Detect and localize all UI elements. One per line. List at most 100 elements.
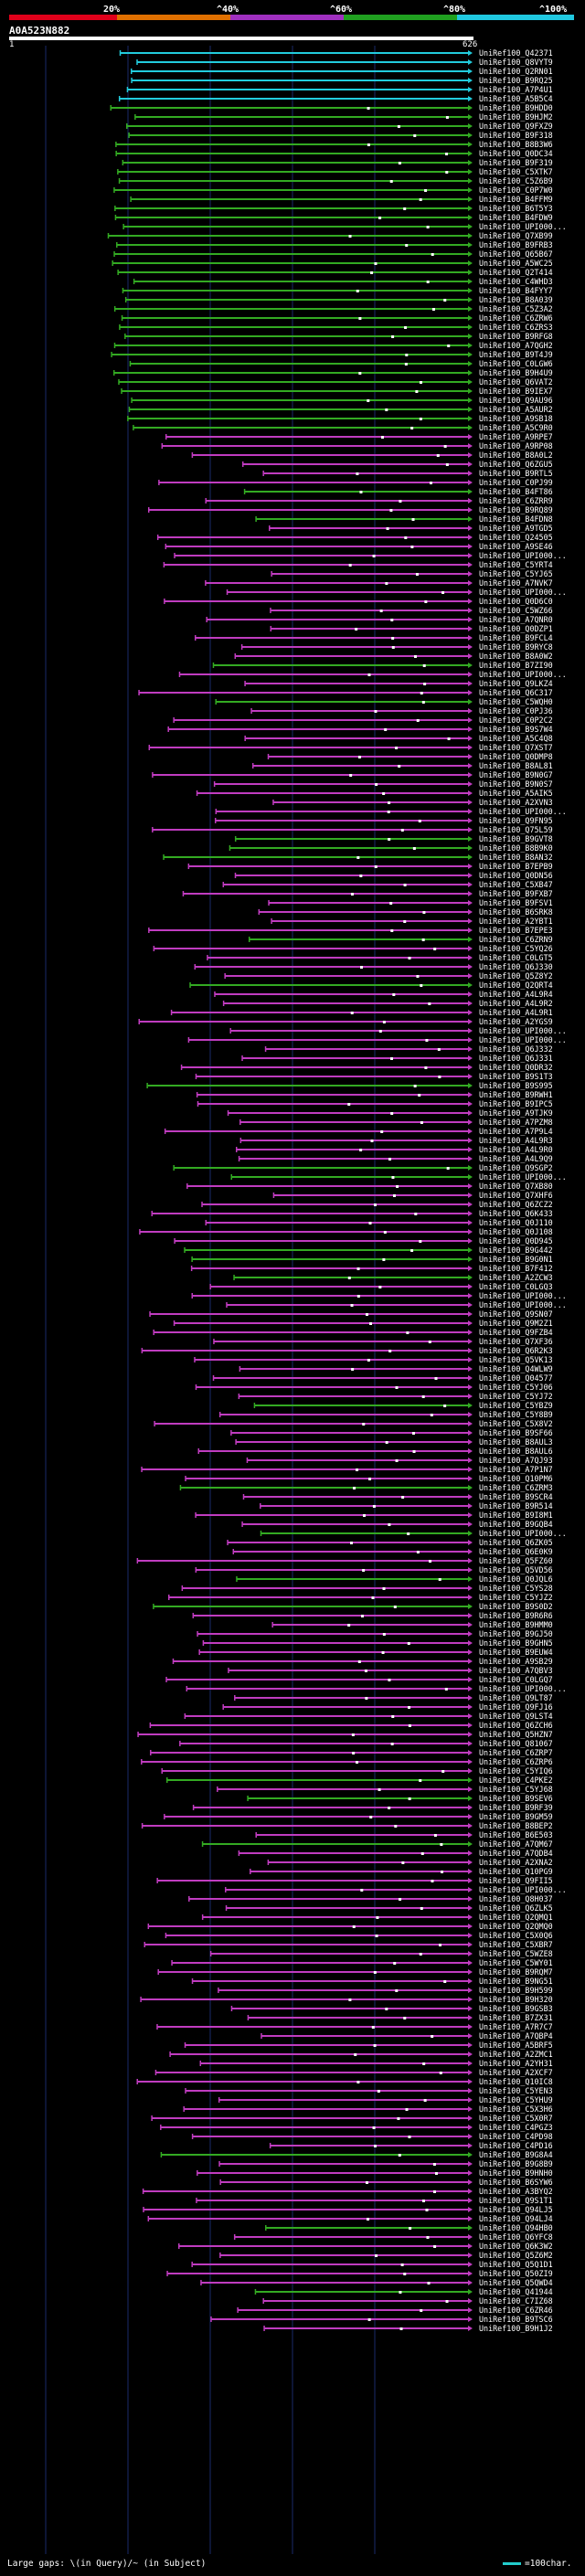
hit-label[interactable]: UniRef100_A2ZMC1	[479, 2050, 553, 2059]
hit-label[interactable]: UniRef100_Q6J330	[479, 962, 553, 971]
hit-label[interactable]: UniRef100_C6ZR46	[479, 2306, 553, 2315]
hit-label[interactable]: UniRef100_Q41944	[479, 2287, 553, 2296]
hit-label[interactable]: UniRef100_B4FYY7	[479, 286, 553, 295]
hit-label[interactable]: UniRef100_C5YS28	[479, 1584, 553, 1593]
hit-label[interactable]: UniRef100_C5WZ66	[479, 606, 553, 615]
hit-label[interactable]: UniRef100_B8A0L2	[479, 451, 553, 460]
hit-label[interactable]: UniRef100_B4FDN8	[479, 514, 553, 524]
hit-label[interactable]: UniRef100_C5YEN3	[479, 2086, 553, 2095]
hit-label[interactable]: UniRef100_B8A039	[479, 295, 553, 304]
hit-label[interactable]: UniRef100_Q65B67	[479, 249, 553, 259]
hit-label[interactable]: UniRef100_A5C9R0	[479, 423, 553, 432]
hit-label[interactable]: UniRef100_A9TJK9	[479, 1108, 553, 1118]
hit-label[interactable]: UniRef100_Q9LKZ4	[479, 679, 553, 688]
hit-label[interactable]: UniRef100_B9FRB3	[479, 240, 553, 249]
hit-label[interactable]: UniRef100_B9NG51	[479, 1977, 553, 1986]
hit-label[interactable]: UniRef100_B9IEX7	[479, 387, 553, 396]
hit-label[interactable]: UniRef100_C5X0R7	[479, 2114, 553, 2123]
hit-label[interactable]: UniRef100_UPI000...	[479, 1026, 567, 1035]
hit-label[interactable]: UniRef100_B9S7W4	[479, 725, 553, 734]
hit-label[interactable]: UniRef100_Q6J331	[479, 1054, 553, 1063]
hit-label[interactable]: UniRef100_Q10PG9	[479, 1867, 553, 1876]
hit-label[interactable]: UniRef100_A9SE46	[479, 542, 553, 551]
hit-label[interactable]: UniRef100_Q8H037	[479, 1894, 553, 1903]
hit-label[interactable]: UniRef100_UPI000...	[479, 222, 567, 231]
hit-label[interactable]: UniRef100_Q7XF36	[479, 1337, 553, 1346]
hit-label[interactable]: UniRef100_C5Z3A2	[479, 304, 553, 313]
hit-label[interactable]: UniRef100_B9EUW4	[479, 1648, 553, 1657]
hit-label[interactable]: UniRef100_B8B9K0	[479, 843, 553, 853]
hit-label[interactable]: UniRef100_B9G8A4	[479, 2150, 553, 2159]
hit-label[interactable]: UniRef100_Q94LJ4	[479, 2214, 553, 2223]
hit-label[interactable]: UniRef100_C5X8V2	[479, 1419, 553, 1428]
hit-label[interactable]: UniRef100_C5YBZ9	[479, 1401, 553, 1410]
hit-label[interactable]: UniRef100_Q0DMP8	[479, 752, 553, 761]
hit-label[interactable]: UniRef100_UPI000...	[479, 1300, 567, 1309]
hit-label[interactable]: UniRef100_A5AUR2	[479, 405, 553, 414]
hit-label[interactable]: UniRef100_UPI000...	[479, 1684, 567, 1693]
hit-label[interactable]: UniRef100_B9SCR4	[479, 1492, 553, 1501]
hit-label[interactable]: UniRef100_Q6R2K3	[479, 1346, 553, 1355]
hit-label[interactable]: UniRef100_B9N0G7	[479, 770, 553, 779]
hit-label[interactable]: UniRef100_C5XB47	[479, 880, 553, 889]
hit-label[interactable]: UniRef100_C6ZRR9	[479, 496, 553, 505]
hit-label[interactable]: UniRef100_B9GHN5	[479, 1638, 553, 1648]
hit-label[interactable]: UniRef100_C7IZ68	[479, 2296, 553, 2306]
hit-label[interactable]: UniRef100_Q5HZN7	[479, 1730, 553, 1739]
hit-label[interactable]: UniRef100_C5X3H6	[479, 2104, 553, 2114]
hit-label[interactable]: UniRef100_Q0JQL6	[479, 1574, 553, 1584]
hit-label[interactable]: UniRef100_Q0D945	[479, 1236, 553, 1246]
hit-label[interactable]: UniRef100_C6ZRP7	[479, 1748, 553, 1757]
hit-label[interactable]: UniRef100_Q4WLW9	[479, 1364, 553, 1373]
hit-label[interactable]: UniRef100_C0LGW6	[479, 359, 553, 368]
hit-label[interactable]: UniRef100_Q6C317	[479, 688, 553, 697]
hit-label[interactable]: UniRef100_C6ZRM3	[479, 1483, 553, 1492]
hit-label[interactable]: UniRef100_Q6ZCH6	[479, 1721, 553, 1730]
hit-label[interactable]: UniRef100_A4L9R1	[479, 1008, 553, 1017]
hit-label[interactable]: UniRef100_B9RYC8	[479, 642, 553, 652]
hit-label[interactable]: UniRef100_A7QNR0	[479, 615, 553, 624]
hit-label[interactable]: UniRef100_B9TSC6	[479, 2315, 553, 2324]
hit-label[interactable]: UniRef100_B8B3W6	[479, 140, 553, 149]
hit-label[interactable]: UniRef100_Q0J110	[479, 1218, 553, 1227]
hit-label[interactable]: UniRef100_B9RTL5	[479, 469, 553, 478]
hit-label[interactable]: UniRef100_A5C4Q8	[479, 734, 553, 743]
hit-label[interactable]: UniRef100_C5WQH0	[479, 697, 553, 706]
hit-label[interactable]: UniRef100_B7EPE3	[479, 926, 553, 935]
hit-label[interactable]: UniRef100_Q9FN95	[479, 816, 553, 825]
hit-label[interactable]: UniRef100_B9SEV6	[479, 1794, 553, 1803]
hit-label[interactable]: UniRef100_Q5FZ60	[479, 1556, 553, 1565]
hit-label[interactable]: UniRef100_Q75L59	[479, 825, 553, 834]
hit-label[interactable]: UniRef100_A5AIK5	[479, 789, 553, 798]
hit-label[interactable]: UniRef100_A2YBT1	[479, 917, 553, 926]
hit-label[interactable]: UniRef100_C4PGZ3	[479, 2123, 553, 2132]
hit-label[interactable]: UniRef100_B9GSB3	[479, 2004, 553, 2013]
hit-label[interactable]: UniRef100_B9GJ50	[479, 1629, 553, 1638]
hit-label[interactable]: UniRef100_B8AL81	[479, 761, 553, 770]
hit-label[interactable]: UniRef100_C0P7W0	[479, 186, 553, 195]
hit-label[interactable]: UniRef100_Q0DR32	[479, 1063, 553, 1072]
hit-label[interactable]: UniRef100_B7F412	[479, 1264, 553, 1273]
hit-label[interactable]: UniRef100_A4L9R3	[479, 1136, 553, 1145]
hit-label[interactable]: UniRef100_A4L9R2	[479, 999, 553, 1008]
hit-label[interactable]: UniRef100_UPI000...	[479, 1885, 567, 1894]
hit-label[interactable]: UniRef100_C4PD98	[479, 2132, 553, 2141]
hit-label[interactable]: UniRef100_Q8VYT9	[479, 58, 553, 67]
hit-label[interactable]: UniRef100_C6ZRW6	[479, 313, 553, 323]
hit-label[interactable]: UniRef100_Q81067	[479, 1739, 553, 1748]
hit-label[interactable]: UniRef100_B8AN32	[479, 853, 553, 862]
hit-label[interactable]: UniRef100_Q10IC8	[479, 2077, 553, 2086]
hit-label[interactable]: UniRef100_UPI000...	[479, 1035, 567, 1044]
hit-label[interactable]: UniRef100_C5WZE8	[479, 1949, 553, 1958]
hit-label[interactable]: UniRef100_Q5Q1D1	[479, 2260, 553, 2269]
hit-label[interactable]: UniRef100_C0PJ36	[479, 706, 553, 716]
hit-label[interactable]: UniRef100_Q10PM6	[479, 1474, 553, 1483]
hit-label[interactable]: UniRef100_UPI000...	[479, 588, 567, 597]
hit-label[interactable]: UniRef100_UPI000...	[479, 1291, 567, 1300]
hit-label[interactable]: UniRef100_B9RQ25	[479, 76, 553, 85]
hit-label[interactable]: UniRef100_B9SF66	[479, 1428, 553, 1437]
hit-label[interactable]: UniRef100_UPI000...	[479, 551, 567, 560]
hit-label[interactable]: UniRef100_Q5VD56	[479, 1565, 553, 1574]
hit-label[interactable]: UniRef100_A7R7C7	[479, 2022, 553, 2031]
hit-label[interactable]: UniRef100_UPI000...	[479, 670, 567, 679]
